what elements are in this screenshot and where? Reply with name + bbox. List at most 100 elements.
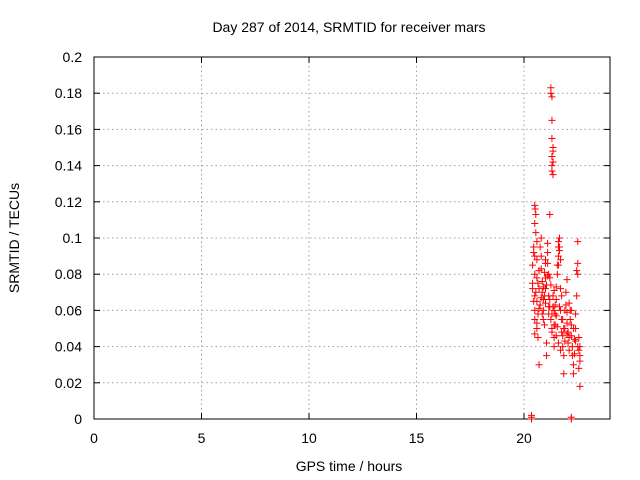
data-point xyxy=(529,261,537,269)
data-point xyxy=(548,93,556,101)
data-point xyxy=(551,301,559,309)
data-point xyxy=(563,319,571,327)
data-point xyxy=(560,352,568,360)
data-point xyxy=(532,210,540,218)
data-point xyxy=(563,276,571,284)
data-point xyxy=(531,330,539,338)
data-point xyxy=(558,328,566,336)
data-point xyxy=(554,238,562,246)
data-point xyxy=(543,339,551,347)
data-point xyxy=(543,352,551,360)
y-tick-label: 0.12 xyxy=(55,194,82,210)
data-point xyxy=(574,343,582,351)
data-point xyxy=(567,306,575,314)
data-point xyxy=(552,283,560,291)
data-point xyxy=(535,305,543,313)
data-point xyxy=(574,270,582,278)
data-point xyxy=(572,310,580,318)
data-point xyxy=(566,315,574,323)
data-point xyxy=(569,361,577,369)
data-point xyxy=(546,296,554,304)
data-point xyxy=(555,303,563,311)
data-point xyxy=(531,220,539,228)
data-point xyxy=(532,288,540,296)
data-point xyxy=(557,346,565,354)
data-point xyxy=(530,248,538,256)
data-point xyxy=(574,238,582,246)
data-point xyxy=(575,346,583,354)
data-point xyxy=(539,315,547,323)
data-point xyxy=(554,252,562,260)
y-tick-label: 0.16 xyxy=(55,121,82,137)
data-point xyxy=(549,147,557,155)
data-point xyxy=(559,332,567,340)
data-point xyxy=(537,294,545,302)
data-point xyxy=(562,288,570,296)
data-point xyxy=(555,234,563,242)
x-tick-label: 0 xyxy=(90,430,98,446)
data-point xyxy=(576,382,584,390)
y-tick-label: 0.04 xyxy=(55,339,82,355)
data-point xyxy=(531,306,539,314)
data-point xyxy=(554,339,562,347)
data-point xyxy=(533,238,541,246)
data-point xyxy=(546,210,554,218)
data-point xyxy=(569,370,577,378)
data-point xyxy=(534,279,542,287)
data-point xyxy=(572,337,580,345)
data-point xyxy=(528,411,536,419)
data-point xyxy=(537,234,545,242)
y-tick-label: 0.18 xyxy=(55,85,82,101)
data-point xyxy=(536,243,544,251)
data-point xyxy=(557,256,565,264)
y-tick-label: 0.14 xyxy=(55,158,82,174)
data-point xyxy=(539,306,547,314)
data-point xyxy=(573,267,581,275)
data-point xyxy=(548,167,556,175)
data-point xyxy=(540,292,548,300)
data-point xyxy=(531,252,539,260)
data-point xyxy=(542,299,549,307)
data-point xyxy=(537,265,545,273)
data-point xyxy=(575,334,583,342)
data-point xyxy=(562,301,570,309)
y-tick-label: 0.08 xyxy=(55,266,82,282)
data-point xyxy=(548,153,556,161)
grid xyxy=(94,57,610,419)
chart-title: Day 287 of 2014, SRMTID for receiver mar… xyxy=(212,19,485,35)
data-point xyxy=(531,292,539,300)
data-point xyxy=(535,361,543,369)
data-point xyxy=(560,370,568,378)
data-point xyxy=(549,158,557,166)
data-point xyxy=(567,321,575,329)
data-point xyxy=(552,332,560,340)
data-point xyxy=(561,337,569,345)
data-point xyxy=(563,330,571,338)
data-points xyxy=(528,84,584,423)
x-axis-label: GPS time / hours xyxy=(296,458,403,474)
data-point xyxy=(539,283,547,291)
y-axis-label: SRMTID / TECUs xyxy=(6,183,22,293)
data-point xyxy=(548,134,556,142)
data-point xyxy=(540,268,548,276)
data-point xyxy=(564,339,572,347)
data-point xyxy=(532,229,540,237)
data-point xyxy=(559,315,567,323)
data-point xyxy=(544,248,552,256)
data-point xyxy=(546,303,554,311)
data-point xyxy=(569,325,577,332)
data-point xyxy=(567,413,575,421)
data-point xyxy=(533,319,541,327)
data-point xyxy=(547,315,555,323)
data-point xyxy=(555,243,563,251)
x-tick-label: 20 xyxy=(516,430,532,446)
data-point xyxy=(553,270,561,278)
data-point xyxy=(530,297,538,305)
data-point xyxy=(548,116,556,124)
data-point xyxy=(550,306,558,314)
data-point xyxy=(553,323,561,331)
y-tick-label: 0.06 xyxy=(55,302,82,318)
data-point xyxy=(571,335,579,343)
